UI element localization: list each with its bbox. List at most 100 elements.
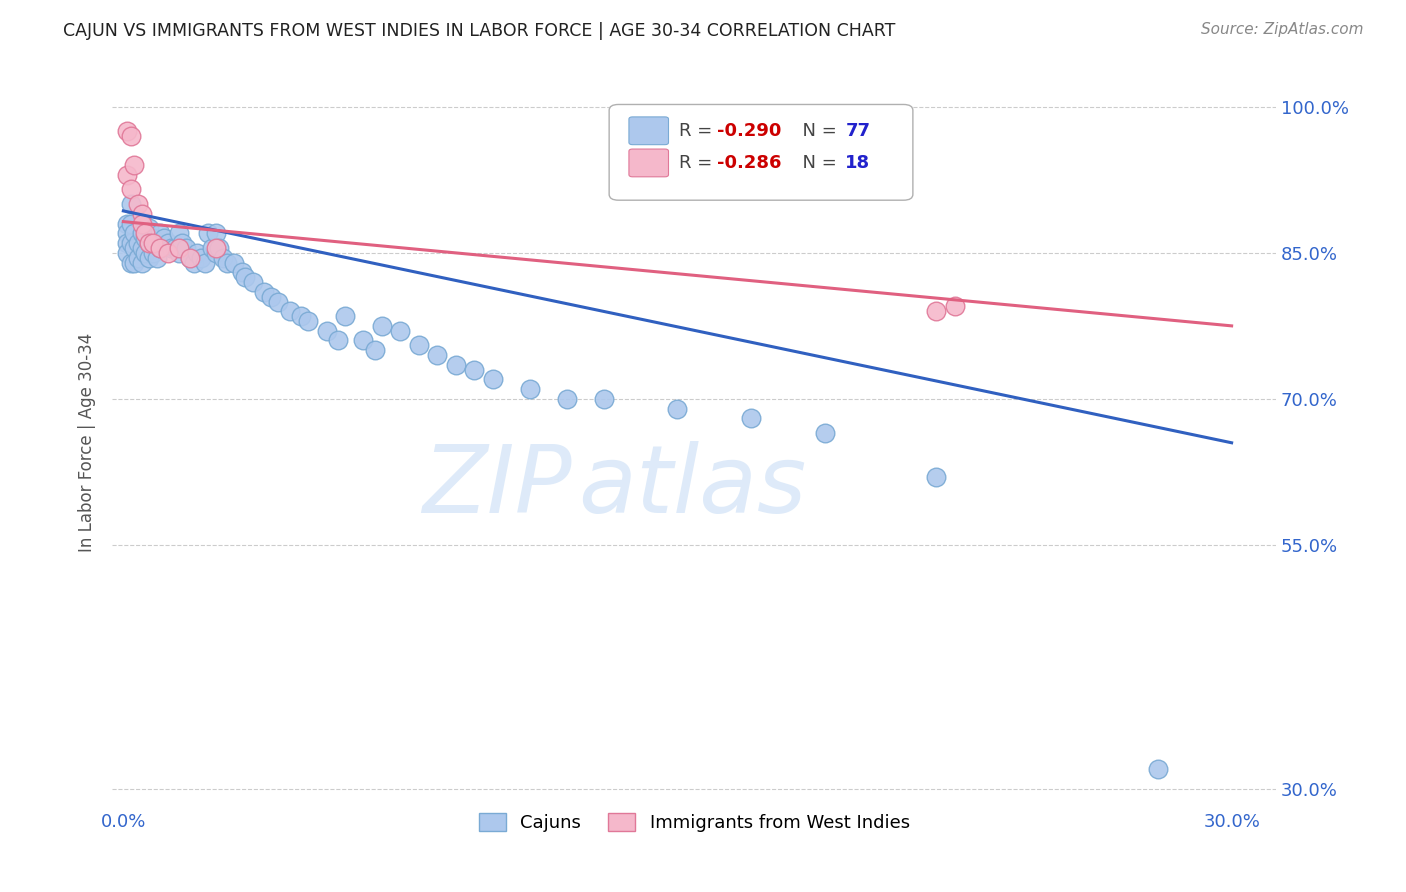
Point: [138, 235, 160, 250]
Text: N =: N =: [790, 154, 842, 172]
Point: [315, 324, 337, 338]
Point: [290, 309, 312, 323]
Point: [131, 227, 153, 241]
Point: [142, 235, 165, 250]
Point: [145, 251, 167, 265]
Point: [124, 255, 146, 269]
Point: [208, 241, 231, 255]
Point: [124, 227, 146, 241]
Point: [138, 251, 160, 265]
Point: [174, 241, 197, 255]
Point: [127, 235, 149, 250]
FancyBboxPatch shape: [628, 117, 668, 145]
Point: [138, 235, 160, 250]
Point: [179, 251, 201, 265]
Point: [233, 270, 256, 285]
Point: [242, 275, 264, 289]
Point: [115, 227, 138, 241]
Point: [120, 235, 142, 250]
Point: [408, 338, 430, 352]
Point: [167, 227, 190, 241]
Point: [124, 241, 146, 255]
Point: [131, 207, 153, 221]
Point: [186, 245, 208, 260]
Point: [666, 401, 689, 416]
Point: [134, 231, 156, 245]
Point: [278, 304, 301, 318]
Point: [120, 128, 142, 143]
Point: [149, 241, 172, 255]
Point: [426, 348, 449, 362]
Point: [326, 334, 349, 348]
Point: [267, 294, 290, 309]
Point: [160, 241, 183, 255]
Point: [925, 304, 948, 318]
Point: [444, 358, 467, 372]
Point: [124, 158, 146, 172]
Point: [197, 227, 219, 241]
Point: [142, 231, 165, 245]
Point: [131, 217, 153, 231]
Text: -0.286: -0.286: [717, 154, 782, 172]
Point: [519, 382, 541, 396]
Point: [120, 197, 142, 211]
Point: [172, 235, 194, 250]
Point: [134, 227, 156, 241]
Text: CAJUN VS IMMIGRANTS FROM WEST INDIES IN LABOR FORCE | AGE 30-34 CORRELATION CHAR: CAJUN VS IMMIGRANTS FROM WEST INDIES IN …: [63, 22, 896, 40]
Point: [215, 255, 238, 269]
Text: atlas: atlas: [578, 442, 806, 533]
Point: [142, 245, 165, 260]
Point: [131, 255, 153, 269]
Point: [167, 245, 190, 260]
Point: [115, 217, 138, 231]
Text: Source: ZipAtlas.com: Source: ZipAtlas.com: [1201, 22, 1364, 37]
Point: [149, 227, 172, 241]
Point: [167, 241, 190, 255]
Point: [156, 245, 179, 260]
FancyBboxPatch shape: [628, 149, 668, 177]
Y-axis label: In Labor Force | Age 30-34: In Labor Force | Age 30-34: [79, 333, 96, 552]
Point: [463, 362, 485, 376]
Point: [353, 334, 375, 348]
Text: 77: 77: [845, 122, 870, 140]
Text: -0.290: -0.290: [717, 122, 782, 140]
Point: [297, 314, 319, 328]
Point: [371, 318, 394, 333]
Point: [224, 255, 246, 269]
Point: [925, 470, 948, 484]
Point: [204, 245, 226, 260]
Point: [201, 241, 224, 255]
Text: N =: N =: [790, 122, 842, 140]
Point: [212, 251, 235, 265]
Point: [555, 392, 578, 406]
Point: [740, 411, 762, 425]
Point: [115, 235, 138, 250]
Point: [120, 255, 142, 269]
Point: [190, 251, 212, 265]
Point: [481, 372, 503, 386]
Point: [138, 221, 160, 235]
Point: [115, 245, 138, 260]
Point: [592, 392, 614, 406]
Point: [127, 251, 149, 265]
Point: [163, 241, 186, 255]
Point: [204, 227, 226, 241]
Point: [115, 168, 138, 182]
Point: [231, 265, 253, 279]
Text: R =: R =: [679, 122, 718, 140]
Point: [943, 299, 966, 313]
Point: [333, 309, 356, 323]
Text: ZIP: ZIP: [422, 442, 572, 533]
Point: [179, 251, 201, 265]
Point: [127, 197, 149, 211]
Point: [120, 182, 142, 196]
Point: [253, 285, 276, 299]
Point: [1146, 762, 1168, 776]
Point: [134, 245, 156, 260]
Text: R =: R =: [679, 154, 718, 172]
Point: [145, 235, 167, 250]
FancyBboxPatch shape: [609, 104, 912, 200]
Point: [260, 290, 283, 304]
Point: [153, 231, 176, 245]
Text: 18: 18: [845, 154, 870, 172]
